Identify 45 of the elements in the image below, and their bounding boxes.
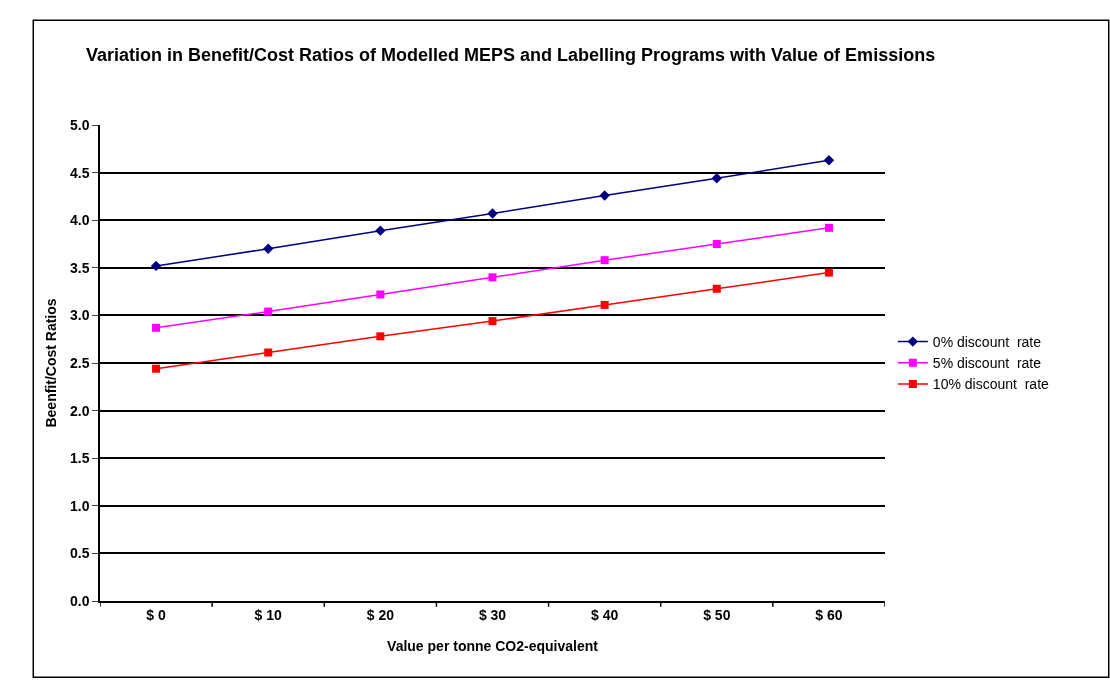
x-axis-title: Value per tonne CO2-equivalent — [387, 638, 599, 655]
point — [712, 240, 721, 248]
y-tick-label: 1.5 — [69, 450, 90, 467]
x-tick-label: $ 50 — [703, 606, 731, 623]
point — [600, 300, 609, 309]
point — [375, 225, 386, 236]
chart-title: Variation in Benefit/Cost Ratios of Modelled MEPS and Labelling Programs with Value of Emissions — [86, 44, 936, 65]
point — [263, 243, 274, 254]
y-tick-label: 1.0 — [69, 497, 90, 514]
x-tick-label: $ 40 — [591, 606, 619, 623]
point — [264, 348, 273, 357]
point — [712, 284, 721, 293]
point — [823, 155, 835, 166]
y-tick-label: 0.0 — [69, 592, 90, 609]
y-tick-label: 0.5 — [69, 545, 90, 562]
y-tick-label: 2.5 — [69, 354, 90, 371]
y-tick-label: 3.5 — [69, 259, 90, 276]
point — [152, 323, 161, 332]
y-tick-label: 4.5 — [69, 164, 90, 181]
x-tick-label: $ 30 — [478, 606, 507, 623]
legend-label: 0% discount rate — [932, 334, 1042, 351]
point — [599, 190, 610, 201]
point — [488, 317, 497, 326]
x-tick-label: $ 0 — [146, 606, 167, 623]
y-tick-label: 2.0 — [69, 402, 90, 419]
y-tick-label: 5.0 — [69, 116, 90, 133]
point — [376, 290, 385, 299]
point — [488, 273, 497, 282]
y-tick-label: 3.0 — [69, 307, 90, 324]
y-axis-title: Beenfit/Cost Ratios — [43, 298, 60, 428]
point — [376, 332, 385, 341]
legend-label: 5% discount rate — [932, 355, 1042, 372]
x-tick-label: $ 20 — [366, 606, 395, 623]
point — [150, 260, 162, 272]
x-tick-label: $ 10 — [254, 606, 283, 623]
point — [824, 223, 833, 232]
y-tick-label: 4.0 — [69, 212, 90, 229]
point — [600, 256, 609, 265]
point — [152, 364, 161, 373]
point — [824, 268, 833, 277]
legend-label: 10% discount rate — [932, 376, 1050, 393]
x-tick-label: $ 60 — [815, 606, 843, 623]
point — [711, 173, 722, 184]
point — [487, 208, 498, 219]
point — [264, 307, 273, 316]
